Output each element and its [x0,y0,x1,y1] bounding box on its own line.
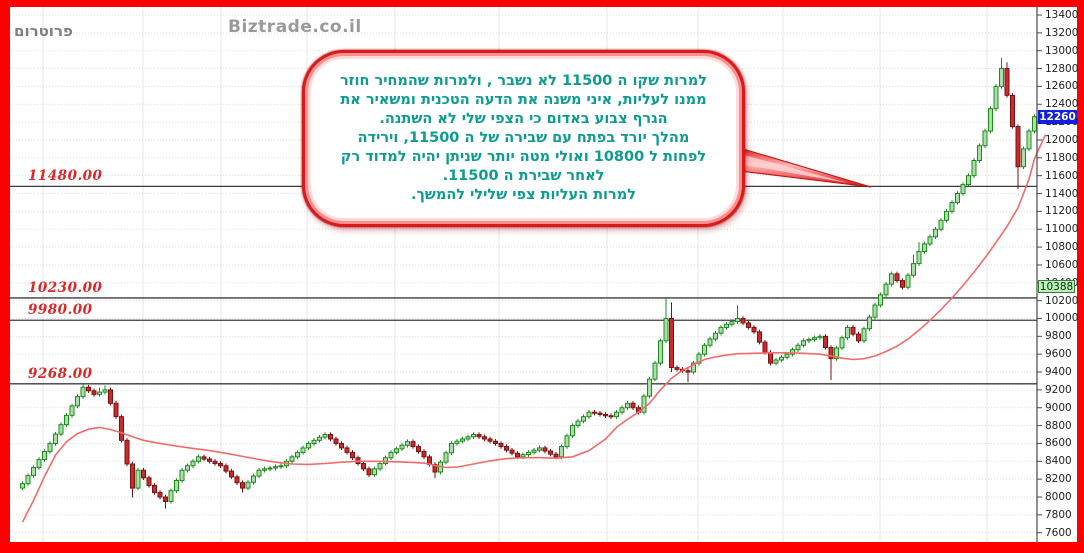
annotation-line: הגרף צבוע באדום כי הצפי שלי לא השתנה. [379,111,668,127]
axis-tick-label: 11000 [1045,223,1079,236]
annotation-line: למרות העליות צפי שלילי להמשך. [410,187,637,203]
annotation-line: לאחר שבירת ה 11500. [442,168,605,184]
axis-tick-label: 13000 [1045,44,1079,57]
instrument-name: פרוטרום [14,22,73,40]
axis-tick-label: 8600 [1045,437,1072,450]
axis-tick-label: 7800 [1045,508,1072,521]
axis-tick-label: 13400 [1045,9,1079,21]
annotation-line: מהלך יורד בפתח עם שבירה של ה 11500, וירי… [357,130,690,146]
annotation-bubble[interactable]: למרות שקו ה 11500 לא נשבר , ולמרות שהמחי… [302,50,745,227]
annotation-line: ממנו לעליות, איני משנה את הדעה הטכנית ומ… [340,92,707,108]
axis-tick-label: 9600 [1045,348,1072,361]
axis-tick-label: 9000 [1045,401,1072,414]
axis-tick-label: 8000 [1045,491,1072,503]
axis-tick-label: 12000 [1045,133,1079,146]
axis-tick-label: 11600 [1045,169,1079,182]
axis-tick-label: 12800 [1045,62,1079,75]
axis-tick-label: 9200 [1045,383,1072,396]
axis-tick-label: 9800 [1045,330,1072,343]
axis-tick-label: 13200 [1045,26,1079,39]
axis-tick-label: 11800 [1045,151,1079,164]
annotation-pointer [739,147,872,188]
axis-tick-label: 8400 [1045,455,1072,468]
axis-tick-label: 9400 [1045,366,1072,379]
axis-tick-label: 8200 [1045,473,1072,486]
annotation-line: לפחות ל 10800 ואולי מטה יותר שניתן יהיה … [340,149,707,165]
axis-tick-label: 12400 [1045,98,1079,111]
annotation-line: למרות שקו ה 11500 לא נשבר , ולמרות שהמחי… [339,73,708,89]
axis-tick-label: 11200 [1045,205,1079,218]
price-level-label: 11480.00 [28,168,103,185]
price-level-label: 9268.00 [28,365,93,382]
axis-tick-label: 10200 [1045,294,1079,307]
axis-tick-label: 10000 [1045,312,1079,325]
current-price-badge: 12260 [1038,110,1077,124]
price-axis[interactable] [1036,7,1042,542]
secondary-price-badge: 10388 [1038,280,1075,293]
axis-tick-label: 11400 [1045,187,1079,200]
axis-tick-label: 10600 [1045,258,1079,271]
price-level-label: 9980.00 [28,302,93,319]
axis-tick-label: 10800 [1045,241,1079,254]
price-level-label: 10230.00 [28,279,103,296]
axis-tick-label: 7600 [1045,526,1072,539]
axis-tick-label: 12600 [1045,80,1079,93]
axis-tick-label: 8800 [1045,419,1072,432]
moving-average-line [21,134,1047,523]
site-watermark: Biztrade.co.il [228,17,362,37]
